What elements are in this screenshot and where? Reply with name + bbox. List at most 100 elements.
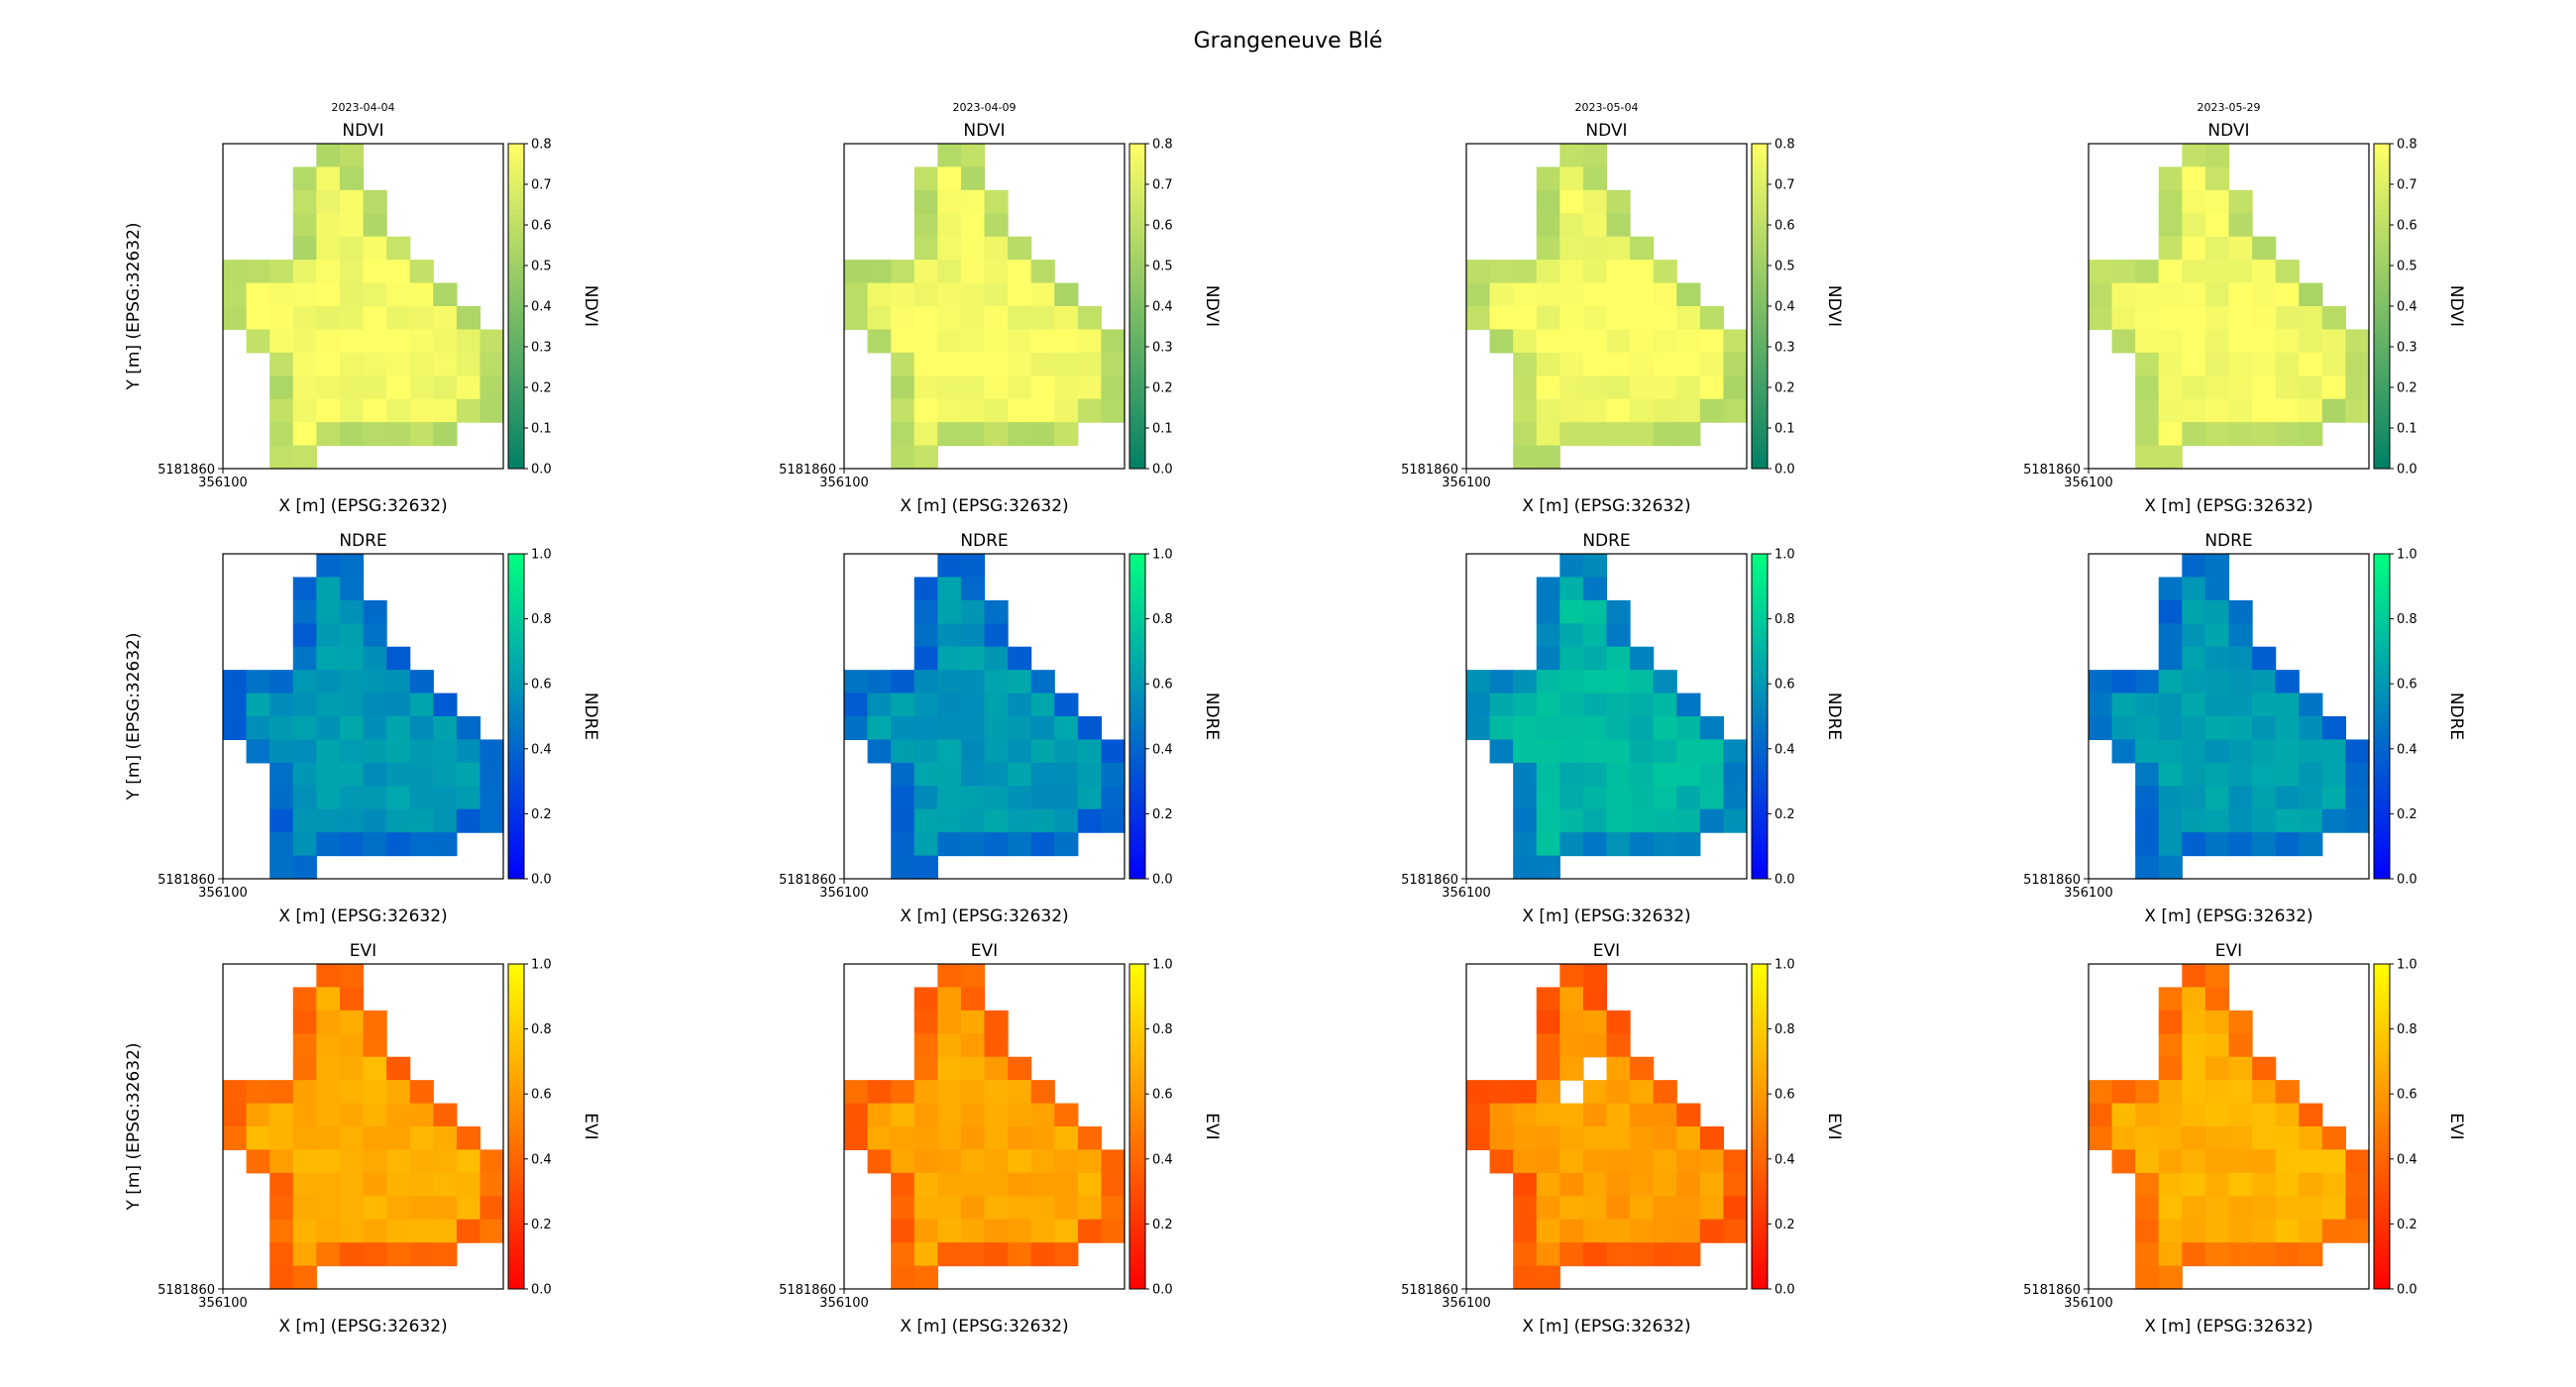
heatmap-cell	[2321, 329, 2347, 354]
heatmap-cell	[2182, 832, 2206, 857]
heatmap-cell	[1513, 670, 1538, 694]
heatmap-cell	[339, 808, 365, 833]
heatmap-cell	[2299, 1219, 2323, 1243]
heatmap-cell	[316, 808, 341, 833]
colorbar-label: NDRE	[2446, 693, 2466, 740]
heatmap-cell	[937, 670, 962, 694]
colorbar: 0.0 0.1 0.2 0.3 0.4 0.5 0.6 0.7 0.8 NDVI	[2373, 138, 2466, 478]
colorbar-label: NDRE	[1824, 693, 1844, 740]
heatmap-cell	[1513, 739, 1538, 764]
heatmap-cell	[937, 329, 962, 354]
heatmap-cell	[913, 670, 938, 694]
heatmap-cell	[316, 646, 341, 671]
heatmap-cell	[2158, 260, 2183, 284]
heatmap-cell	[1077, 1126, 1103, 1151]
colorbar-tick-label: 1.0	[1774, 958, 1795, 973]
heatmap-cell	[1008, 306, 1032, 331]
colorbar-tick-label: 1.0	[2397, 958, 2417, 973]
heatmap-cell	[433, 716, 458, 741]
heatmap-cell	[363, 1219, 387, 1243]
heatmap-cell	[2182, 577, 2206, 601]
heatmap-cell	[937, 260, 962, 284]
heatmap-cell	[2252, 236, 2277, 261]
y-tick-label: 5181860	[1401, 463, 1458, 478]
heatmap-cell	[433, 1242, 458, 1267]
heatmap-cell	[1008, 1080, 1032, 1105]
heatmap-cell	[2204, 577, 2230, 601]
heatmap-cell	[891, 1219, 915, 1243]
heatmap-cell	[1054, 762, 1079, 787]
heatmap-cell	[2252, 1080, 2277, 1105]
heatmap-cell	[2228, 1126, 2253, 1151]
heatmap-cell	[937, 716, 962, 741]
heatmap-cell	[1582, 832, 1608, 857]
heatmap-cell	[1008, 1149, 1032, 1174]
heatmap-cell	[409, 1126, 434, 1151]
heatmap-cell	[1077, 1219, 1103, 1243]
heatmap-cell	[433, 808, 458, 833]
heatmap-cell	[1536, 832, 1560, 857]
heatmap-cell	[960, 987, 986, 1012]
heatmap-cell	[1077, 762, 1103, 787]
heatmap-cell	[1054, 352, 1079, 376]
heatmap-cell	[2204, 1149, 2230, 1174]
heatmap-cell	[1489, 693, 1514, 717]
heatmap-cell	[386, 282, 411, 307]
date-label: 2023-05-29	[2198, 101, 2261, 114]
heatmap-cell	[2204, 1010, 2230, 1034]
heatmap-cell	[363, 213, 387, 238]
heatmap-cell	[409, 832, 434, 857]
heatmap-cell	[1653, 832, 1677, 857]
heatmap-cell	[1653, 282, 1677, 307]
y-tick-label: 5181860	[1401, 1283, 1458, 1298]
heatmap-cell	[409, 808, 434, 833]
heatmap-cell	[1536, 1265, 1560, 1290]
heatmap-cell	[1699, 352, 1725, 376]
heatmap-cell	[2204, 282, 2230, 307]
heatmap-cell	[1676, 375, 1701, 400]
heatmap-cell	[480, 398, 504, 423]
heatmap-cell	[984, 260, 1009, 284]
heatmap-cell	[2158, 422, 2183, 447]
heatmap-cell	[2204, 646, 2230, 671]
x-tick-label: 356100	[198, 886, 248, 901]
heatmap-cell	[913, 398, 938, 423]
heatmap-cell	[480, 352, 504, 376]
colorbar-tick-label: 0.7	[531, 178, 552, 193]
colorbar-tick-label: 0.8	[531, 138, 552, 153]
heatmap-cell	[1630, 236, 1655, 261]
heatmap-cell	[2228, 1149, 2253, 1174]
heatmap-cell	[1582, 189, 1608, 214]
heatmap-cell	[2204, 987, 2230, 1012]
colorbar-tick-label: 0.0	[531, 873, 552, 888]
heatmap-cell	[480, 1219, 504, 1243]
colorbar: 0.0 0.2 0.4 0.6 0.8 1.0 EVI	[2373, 958, 2466, 1298]
heatmap-cell	[2275, 282, 2300, 307]
heatmap-cell	[456, 762, 482, 787]
heatmap-cell	[1030, 832, 1055, 857]
heatmap-cell	[1676, 1242, 1701, 1267]
heatmap-cell	[960, 577, 986, 601]
heatmap-cell	[937, 1126, 962, 1151]
heatmap-cell	[937, 577, 962, 601]
heatmap-cell	[1676, 1126, 1701, 1151]
heatmap-cell	[844, 1080, 869, 1105]
heatmap-cell	[1077, 808, 1103, 833]
heatmap-cell	[2135, 693, 2160, 717]
heatmap-cell	[2182, 693, 2206, 717]
heatmap-cell	[891, 1265, 915, 1290]
colorbar-tick-label: 0.8	[2397, 138, 2417, 153]
heatmap-cell	[1008, 1172, 1032, 1197]
heatmap-cell	[363, 422, 387, 447]
heatmap-cell	[1653, 786, 1677, 810]
heatmap-cell	[339, 166, 365, 191]
heatmap-cell	[316, 599, 341, 624]
heatmap-cell	[2135, 375, 2160, 400]
heatmap-cell	[1676, 282, 1701, 307]
heatmap-cell	[937, 1010, 962, 1034]
heatmap-cell	[2204, 832, 2230, 857]
heatmap-cell	[2182, 236, 2206, 261]
heatmap-cell	[2158, 577, 2183, 601]
heatmap-cell	[386, 236, 411, 261]
heatmap-cell	[1676, 329, 1701, 354]
